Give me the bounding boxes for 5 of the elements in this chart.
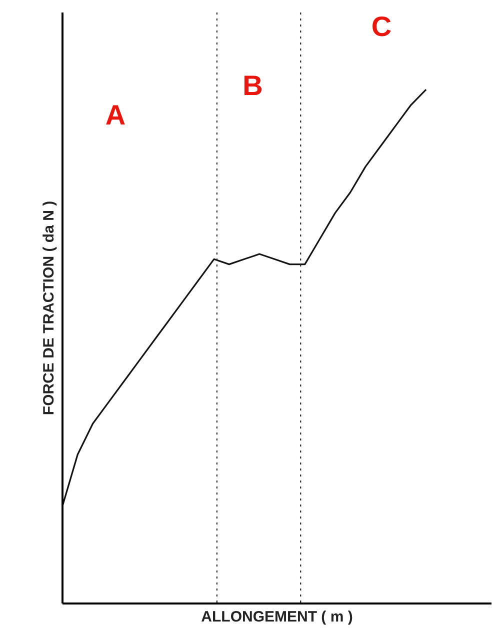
y-axis-title: FORCE DE TRACTION ( da N ) (40, 200, 58, 416)
text: C (371, 11, 392, 42)
annotation: B (242, 70, 263, 102)
annotation: A (105, 100, 126, 131)
x-axis-title: ALLONGEMENT ( m ) (201, 608, 353, 626)
